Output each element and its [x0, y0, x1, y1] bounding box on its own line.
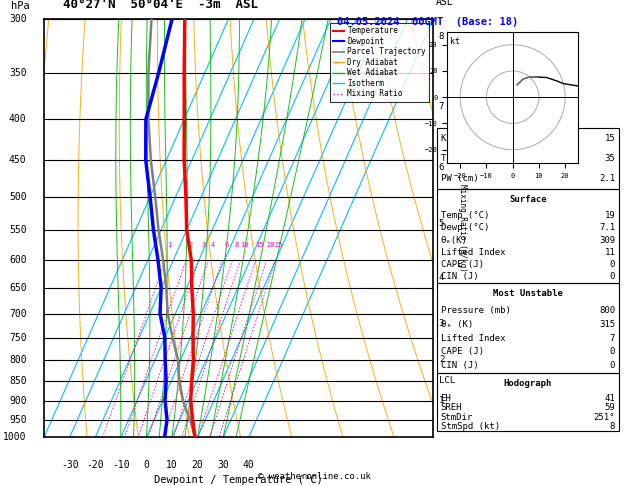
Text: CAPE (J): CAPE (J) [440, 260, 484, 269]
Text: 550: 550 [9, 225, 26, 235]
Text: 6: 6 [224, 243, 228, 248]
Text: kt: kt [450, 37, 460, 46]
Text: 800: 800 [9, 355, 26, 365]
Text: LCL: LCL [439, 376, 455, 384]
Text: 35: 35 [604, 154, 615, 163]
Text: 7: 7 [610, 333, 615, 343]
Text: 40°27'N  50°04'E  -3m  ASL: 40°27'N 50°04'E -3m ASL [64, 0, 259, 11]
Text: 650: 650 [9, 283, 26, 293]
Text: θₑ(K): θₑ(K) [440, 236, 467, 244]
Text: 700: 700 [9, 309, 26, 319]
Text: 1: 1 [439, 396, 444, 405]
Text: 4: 4 [211, 243, 214, 248]
Text: hPa: hPa [11, 1, 30, 11]
Text: 11: 11 [604, 248, 615, 257]
Text: 7: 7 [439, 102, 444, 110]
Text: 850: 850 [9, 376, 26, 386]
Text: StmSpd (kt): StmSpd (kt) [440, 422, 499, 431]
Text: Dewp (°C): Dewp (°C) [440, 224, 489, 232]
Text: 3: 3 [439, 319, 444, 328]
Text: 40: 40 [243, 460, 255, 470]
Text: km
ASL: km ASL [436, 0, 454, 7]
Text: Most Unstable: Most Unstable [493, 289, 563, 298]
Text: Totals Totals: Totals Totals [440, 154, 511, 163]
Text: 0: 0 [143, 460, 149, 470]
Text: 0: 0 [610, 260, 615, 269]
Text: 1: 1 [168, 243, 172, 248]
Text: 6: 6 [439, 163, 444, 173]
Text: 5: 5 [439, 219, 444, 228]
Text: 450: 450 [9, 155, 26, 165]
Text: -20: -20 [86, 460, 104, 470]
Text: 0: 0 [610, 272, 615, 281]
Text: 0: 0 [610, 347, 615, 356]
Text: Pressure (mb): Pressure (mb) [440, 306, 511, 315]
Text: 0: 0 [610, 361, 615, 370]
Bar [437, 189, 619, 283]
Text: CIN (J): CIN (J) [440, 361, 478, 370]
Text: Lifted Index: Lifted Index [440, 333, 505, 343]
Text: StmDir: StmDir [440, 413, 473, 421]
Text: 04.05.2024  00GMT  (Base: 18): 04.05.2024 00GMT (Base: 18) [337, 17, 518, 27]
Text: 19: 19 [604, 211, 615, 220]
Text: PW (cm): PW (cm) [440, 174, 478, 183]
Text: 20: 20 [266, 243, 275, 248]
Text: 900: 900 [9, 396, 26, 406]
Text: Hodograph: Hodograph [504, 379, 552, 387]
Text: 400: 400 [9, 114, 26, 124]
Text: 251°: 251° [594, 413, 615, 421]
Text: 7.1: 7.1 [599, 224, 615, 232]
Text: Surface: Surface [509, 195, 547, 204]
Text: 500: 500 [9, 192, 26, 202]
Text: © weatheronline.co.uk: © weatheronline.co.uk [258, 472, 371, 481]
Text: 750: 750 [9, 332, 26, 343]
Text: SREH: SREH [440, 403, 462, 412]
Text: 300: 300 [9, 15, 26, 24]
Text: 2: 2 [188, 243, 192, 248]
Text: 20: 20 [192, 460, 203, 470]
Text: -30: -30 [61, 460, 79, 470]
Text: CAPE (J): CAPE (J) [440, 347, 484, 356]
Text: 2.1: 2.1 [599, 174, 615, 183]
Text: 8: 8 [439, 32, 444, 41]
Bar [437, 373, 619, 431]
Bar [437, 128, 619, 189]
Text: 10: 10 [240, 243, 248, 248]
Text: 8: 8 [234, 243, 238, 248]
Text: 4: 4 [439, 273, 444, 281]
Text: 309: 309 [599, 236, 615, 244]
Text: 41: 41 [604, 394, 615, 403]
Text: Dewpoint / Temperature (°C): Dewpoint / Temperature (°C) [154, 475, 323, 485]
Text: Temp (°C): Temp (°C) [440, 211, 489, 220]
Text: CIN (J): CIN (J) [440, 272, 478, 281]
Legend: Temperature, Dewpoint, Parcel Trajectory, Dry Adiabat, Wet Adiabat, Isotherm, Mi: Temperature, Dewpoint, Parcel Trajectory… [330, 23, 429, 102]
Text: 1000: 1000 [3, 433, 26, 442]
Text: 8: 8 [610, 422, 615, 431]
Text: K: K [440, 134, 446, 143]
Text: 350: 350 [9, 68, 26, 78]
Text: 800: 800 [599, 306, 615, 315]
Text: 2: 2 [439, 355, 444, 364]
Text: 25: 25 [275, 243, 284, 248]
Text: 315: 315 [599, 320, 615, 329]
Text: 30: 30 [217, 460, 229, 470]
Text: Mixing Ratio (g/kg): Mixing Ratio (g/kg) [458, 185, 467, 272]
Text: EH: EH [440, 394, 452, 403]
Text: 15: 15 [255, 243, 264, 248]
Text: Lifted Index: Lifted Index [440, 248, 505, 257]
Text: θₑ (K): θₑ (K) [440, 320, 473, 329]
Text: -10: -10 [112, 460, 130, 470]
Bar [437, 283, 619, 373]
Text: 600: 600 [9, 255, 26, 265]
Text: 950: 950 [9, 415, 26, 425]
Text: 59: 59 [604, 403, 615, 412]
Text: 3: 3 [201, 243, 205, 248]
Text: 15: 15 [604, 134, 615, 143]
Text: 10: 10 [166, 460, 178, 470]
